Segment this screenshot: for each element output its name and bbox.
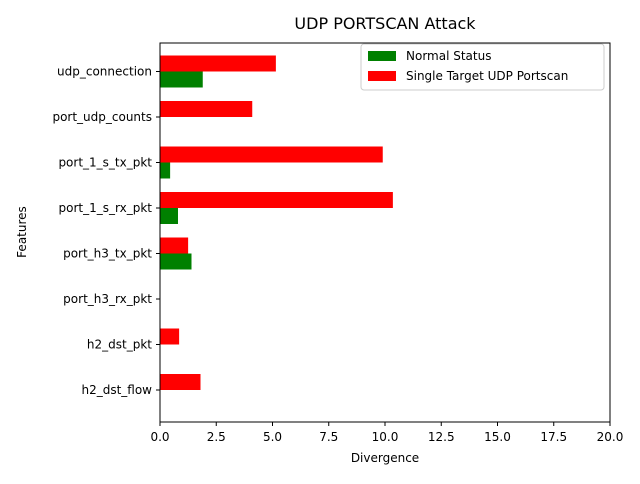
- bars-group: [160, 55, 393, 390]
- x-tick-label: 15.0: [484, 430, 511, 444]
- legend-label-single-target-udp-portscan: Single Target UDP Portscan: [406, 69, 568, 83]
- x-tick-label: 12.5: [428, 430, 455, 444]
- bar-single-target-udp-portscan-port-1-s-tx-pkt: [160, 146, 383, 163]
- legend-box: [360, 43, 605, 91]
- y-tick-label-port-udp-counts: port_udp_counts: [52, 110, 152, 124]
- legend: Normal Status Single Target UDP Portscan: [360, 43, 605, 91]
- y-tick-label-port-1-s-rx-pkt: port_1_s_rx_pkt: [59, 201, 153, 215]
- bar-normal-status-port-1-s-rx-pkt: [160, 208, 178, 224]
- chart-title: UDP PORTSCAN Attack: [294, 14, 476, 33]
- x-tick-label: 10.0: [372, 430, 399, 444]
- y-axis-label: Features: [15, 206, 29, 258]
- legend-label-normal-status: Normal Status: [406, 49, 491, 63]
- legend-swatch-normal-status: [368, 51, 396, 61]
- y-tick-label-h2-dst-pkt: h2_dst_pkt: [87, 338, 152, 352]
- x-tick-label: 17.5: [540, 430, 567, 444]
- bar-single-target-udp-portscan-port-1-s-rx-pkt: [160, 192, 393, 208]
- bar-normal-status-udp-connection: [160, 71, 203, 88]
- y-tick-label-udp-connection: udp_connection: [57, 65, 152, 79]
- x-tick-label: 0.0: [150, 430, 169, 444]
- y-axis-ticks: h2_dst_flow h2_dst_pkt port_h3_rx_pkt port_…: [52, 65, 160, 397]
- x-axis-label: Divergence: [351, 451, 419, 465]
- bar-single-target-udp-portscan-port-udp-counts: [160, 101, 253, 117]
- x-tick-label: 5.0: [263, 430, 282, 444]
- y-tick-label-port-1-s-tx-pkt: port_1_s_tx_pkt: [58, 156, 152, 170]
- y-tick-label-h2-dst-flow: h2_dst_flow: [81, 383, 152, 397]
- bar-single-target-udp-portscan-port-h3-tx-pkt: [160, 237, 189, 254]
- y-tick-label-port-h3-tx-pkt: port_h3_tx_pkt: [63, 247, 152, 261]
- bar-single-target-udp-portscan-h2-dst-flow: [160, 374, 201, 390]
- y-tick-label-port-h3-rx-pkt: port_h3_rx_pkt: [63, 292, 152, 306]
- bar-normal-status-port-h3-tx-pkt: [160, 253, 192, 270]
- x-tick-label: 7.5: [319, 430, 338, 444]
- x-tick-label: 20.0: [597, 430, 624, 444]
- x-axis-ticks: 0.0 2.5 5.0 7.5 10.0 12.5 15.0 17.5 20.0: [150, 422, 623, 444]
- x-tick-label: 2.5: [207, 430, 226, 444]
- bar-normal-status-port-1-s-tx-pkt: [160, 162, 171, 179]
- bar-single-target-udp-portscan-udp-connection: [160, 55, 276, 72]
- plot-frame: [159, 42, 611, 423]
- bar-single-target-udp-portscan-h2-dst-pkt: [160, 328, 180, 345]
- legend-swatch-single-target-udp-portscan: [368, 71, 396, 81]
